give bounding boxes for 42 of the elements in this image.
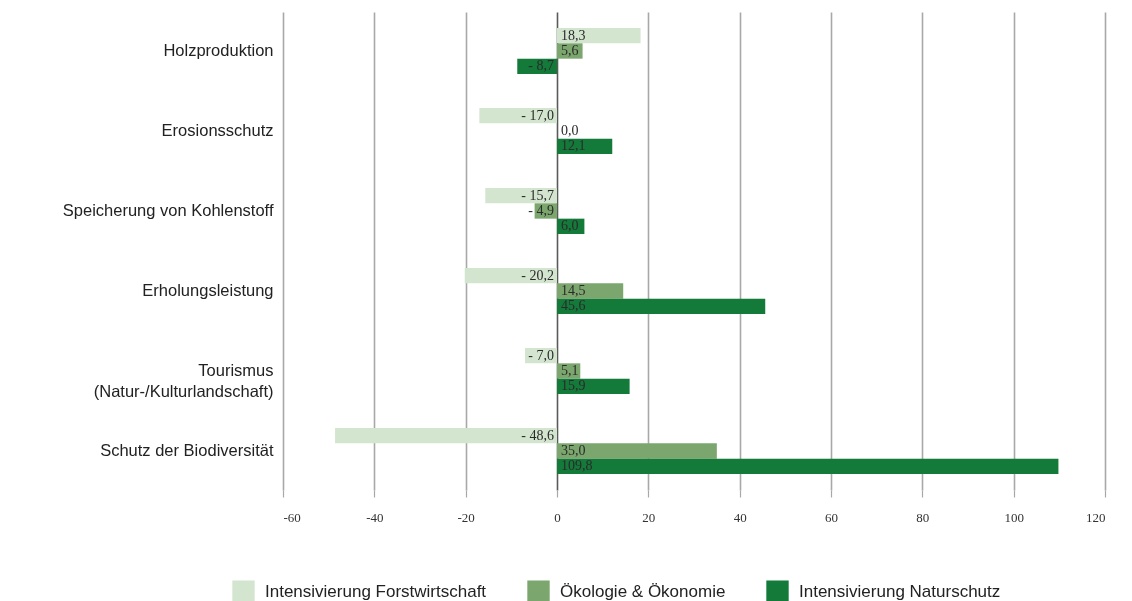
y-tick-label: Erosionsschutz	[161, 121, 274, 139]
data-label: 6,0	[561, 218, 579, 234]
bar	[557, 298, 766, 314]
data-label: - 17,0	[521, 107, 554, 123]
data-label: 14,5	[561, 283, 586, 298]
x-tick-label: -40	[366, 509, 384, 525]
x-tick-label: 80	[916, 509, 930, 525]
x-tick-label: 120	[1086, 509, 1106, 525]
data-label: 35,0	[561, 443, 586, 458]
data-label: - 48,6	[521, 427, 554, 443]
y-tick-label: Tourismus (Natur-/Kulturlandschaft)	[93, 361, 274, 400]
y-tick-label: Erholungsleistung	[142, 281, 274, 299]
legend-label: Intensivierung Forstwirtschaft	[265, 581, 487, 601]
data-label: 5,1	[561, 363, 579, 378]
data-label: - 4,9	[528, 203, 554, 218]
data-label: - 15,7	[521, 187, 554, 203]
bar	[557, 283, 624, 299]
data-label: 12,1	[561, 138, 586, 154]
data-label: 18,3	[561, 27, 586, 43]
legend-label: Ökologie & Ökonomie	[560, 581, 726, 601]
x-tick-label: 60	[825, 509, 838, 525]
data-label: 109,8	[561, 458, 593, 474]
x-tick-label: -60	[283, 509, 301, 525]
y-tick-label: Holzproduktion	[163, 41, 274, 59]
bar	[557, 458, 1059, 474]
data-label: 0,0	[561, 123, 579, 138]
data-label: 5,6	[561, 43, 579, 58]
x-tick-label: 20	[642, 509, 656, 525]
data-label: 45,6	[561, 298, 586, 314]
y-tick-label: Schutz der Biodiversität	[100, 441, 274, 459]
bar	[557, 443, 717, 459]
x-tick-label: 100	[1004, 509, 1024, 525]
data-label: - 8,7	[528, 58, 554, 74]
x-tick-label: -20	[457, 509, 475, 525]
legend-label: Intensivierung Naturschutz	[799, 581, 1001, 601]
data-label: - 7,0	[528, 347, 554, 363]
data-label: 15,9	[561, 378, 586, 394]
x-tick-label: 0	[554, 509, 561, 525]
data-label: - 20,2	[521, 267, 554, 283]
bar	[335, 428, 557, 444]
y-tick-label: Speicherung von Kohlenstoff	[62, 201, 274, 219]
x-tick-label: 40	[733, 509, 747, 525]
